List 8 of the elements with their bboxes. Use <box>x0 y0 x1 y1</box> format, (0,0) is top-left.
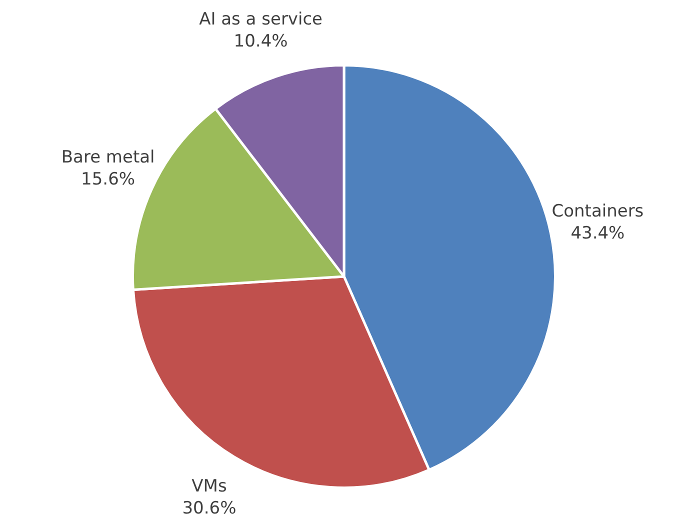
data-label: 15.6% <box>81 169 136 190</box>
slice-label: Containers <box>552 202 644 222</box>
slice-label: Bare metal <box>61 147 155 168</box>
data-label: 30.6% <box>182 498 236 518</box>
slice-label: VMs <box>192 476 227 496</box>
data-label: 43.4% <box>570 224 625 244</box>
data-label: 10.4% <box>234 31 288 52</box>
slice-label: AI as a service <box>199 9 323 30</box>
